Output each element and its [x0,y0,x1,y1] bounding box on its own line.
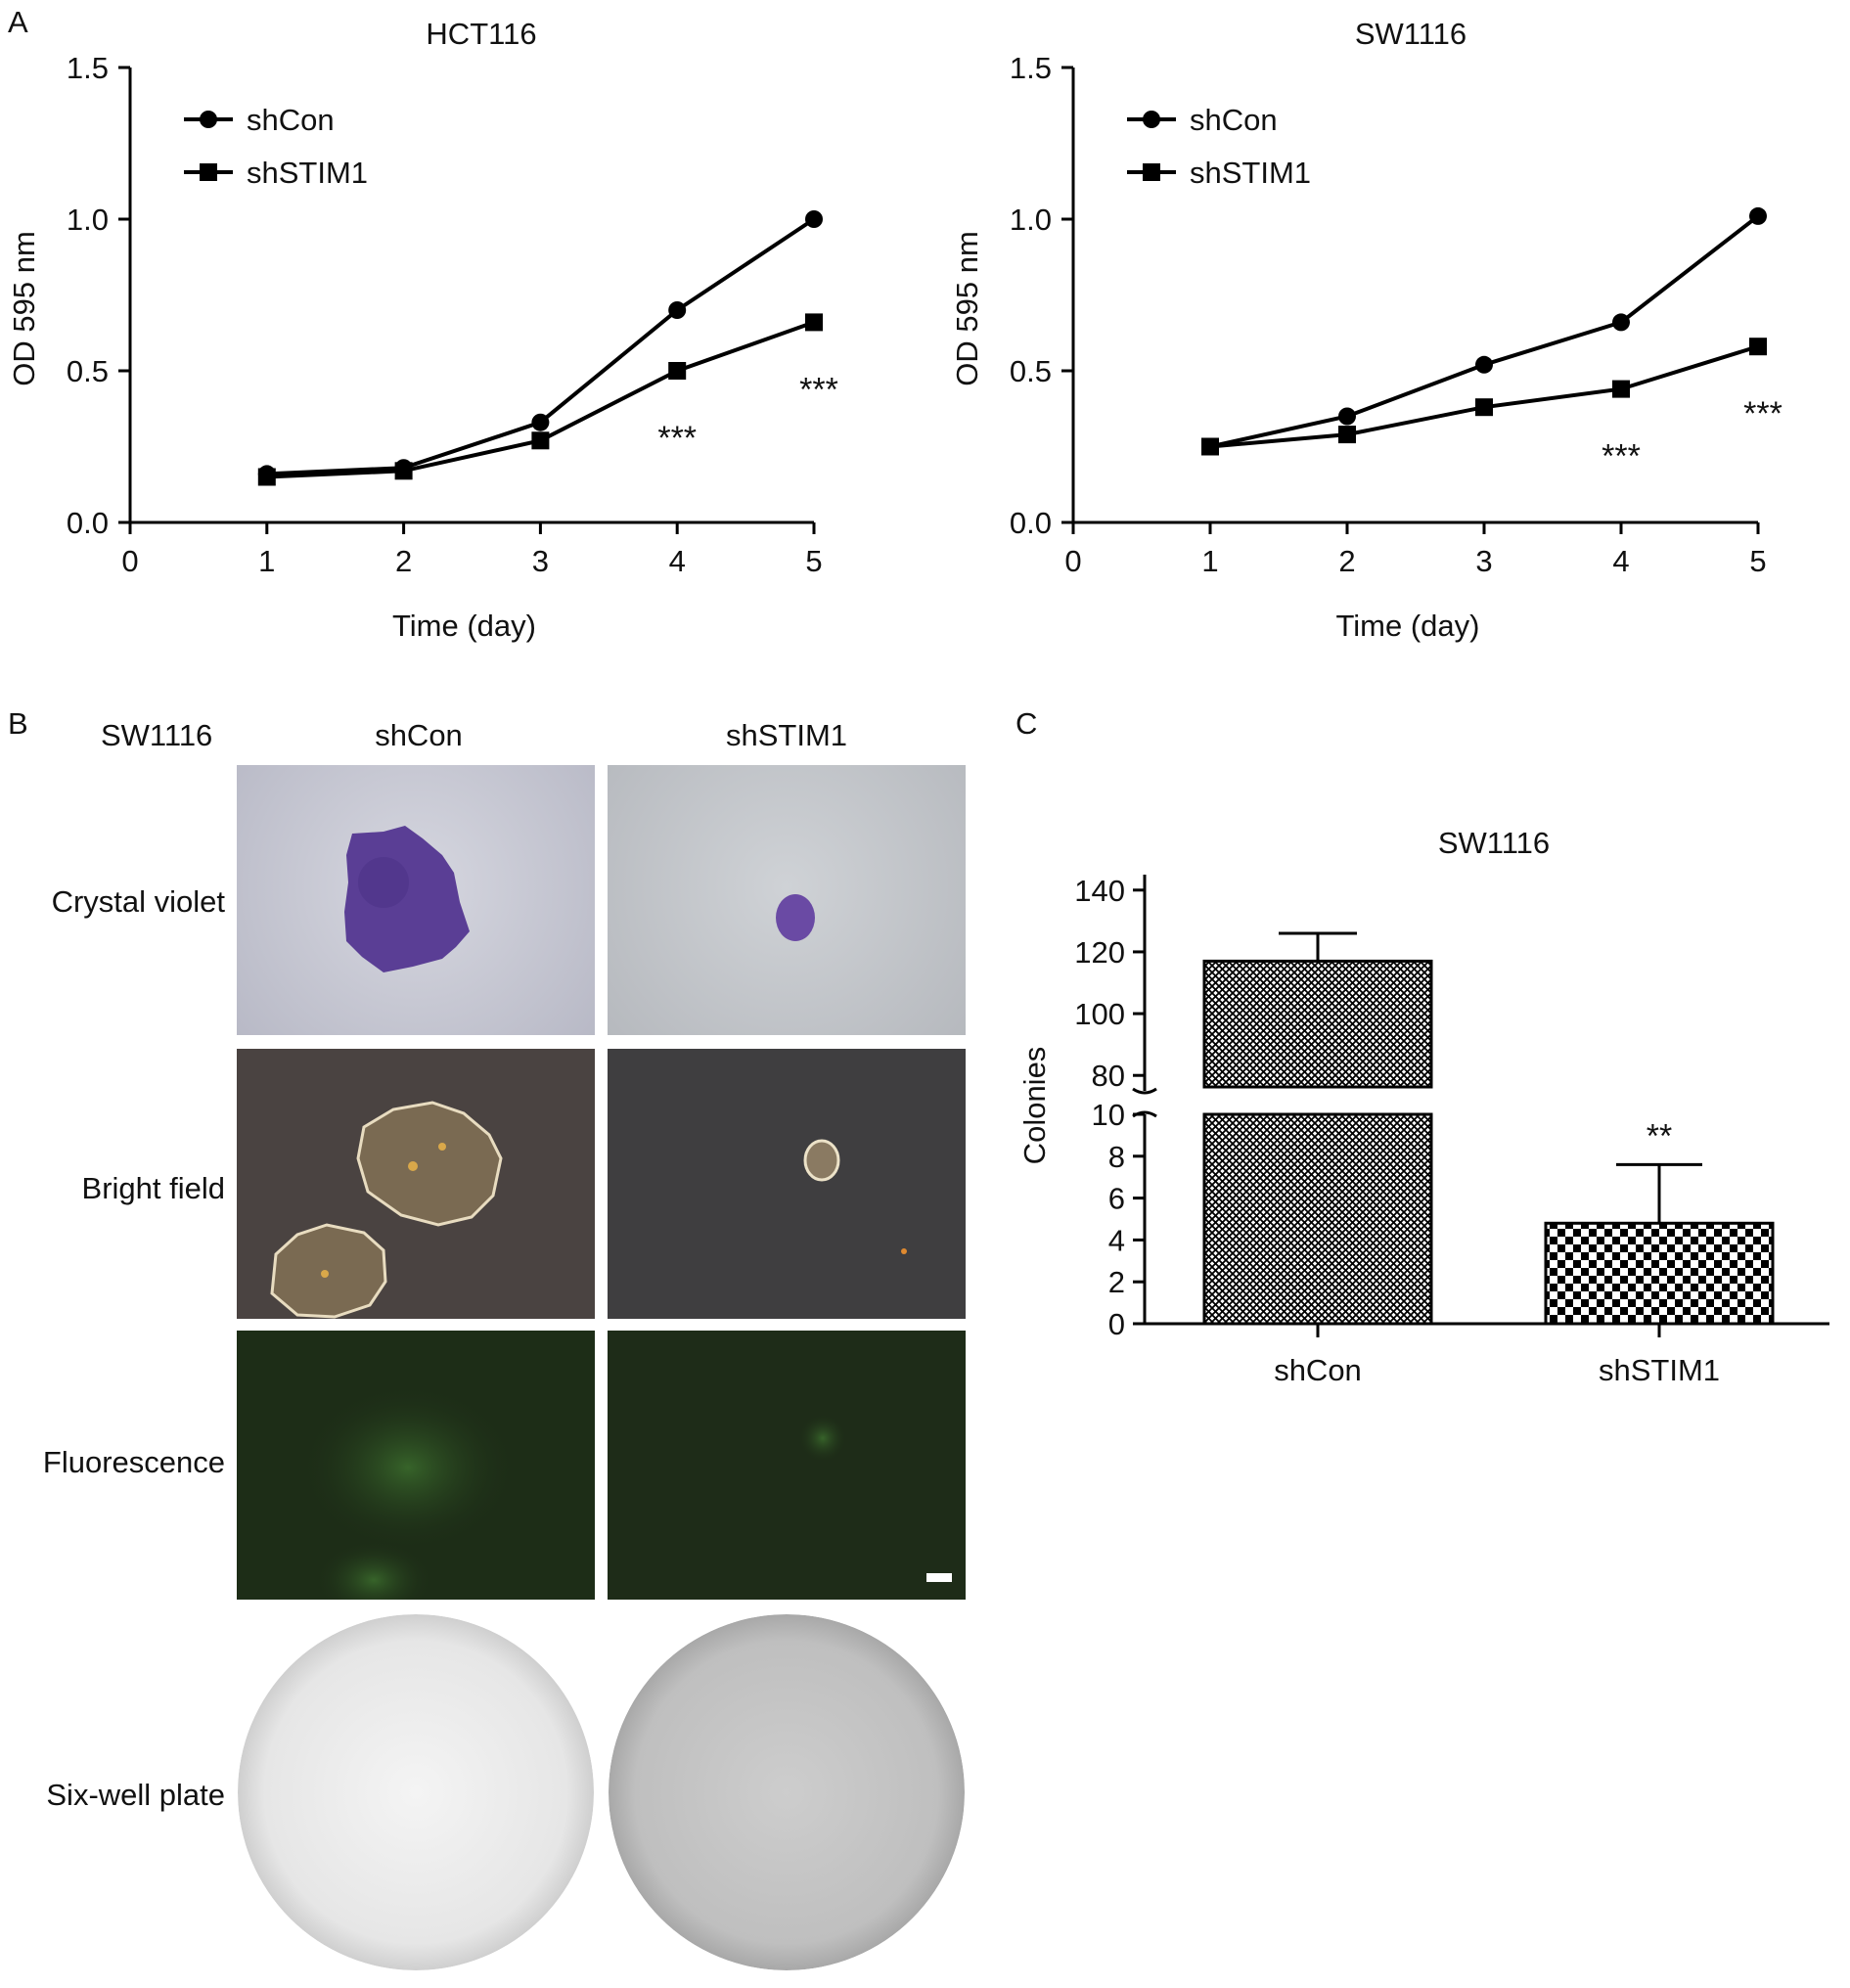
scale-bar [926,1573,952,1582]
row-label-crystal-violet: Crystal violet [51,884,225,919]
chart1-series-shSTIM1-point [257,468,276,486]
chart3-x-tick-label: shSTIM1 [1599,1353,1720,1387]
chart2-y-tick-label: 1.0 [1010,203,1052,237]
chart2-series-shCon-point [1475,355,1493,374]
chart3-y-tick-label: 4 [1108,1223,1125,1257]
chart3-bar-shCon-upper [1202,959,1433,1089]
chart3-bar-shSTIM1 [1544,1221,1775,1326]
chart1-y-tick-label: 0.0 [67,506,109,540]
chart2-series-shSTIM1-point [1612,380,1630,398]
chart3-y-tick-label: 100 [1074,997,1125,1031]
chart1-series-shSTIM1-point [394,462,413,480]
chart2-legend-label: shCon [1190,103,1278,137]
chart2-significance: *** [1743,395,1782,432]
row-label-fluorescence: Fluorescence [42,1445,225,1479]
chart2-series-shSTIM1-point [1475,398,1493,417]
chart2-y-tick-label: 0.5 [1010,354,1052,388]
chart3-y-tick-label: 10 [1092,1098,1125,1132]
panel-letter-b: B [8,706,28,741]
crystal-violet-image-shcon [237,765,595,1035]
chart1-title: HCT116 [426,17,536,51]
chart3-y-tick-label: 6 [1108,1182,1125,1216]
chart3-axis-break-mark [1132,1087,1157,1095]
chart2-series-shCon-point [1749,206,1767,225]
chart3-title: SW1116 [1438,826,1550,860]
chart2-significance: *** [1602,438,1641,475]
chart1-significance: *** [799,371,838,408]
chart2-series-shCon-point [1612,313,1630,332]
chart1-series-shCon-point [668,301,687,319]
bright-field-image-shstim1 [608,1049,966,1319]
chart3-y-tick-label: 2 [1108,1265,1125,1299]
fluorescence-image-shcon [237,1331,595,1600]
panel-letter-c: C [1015,706,1038,741]
chart2-series-shCon-point [1338,407,1356,426]
chart1-x-tick-label: 2 [395,544,412,578]
chart2-x-tick-label: 5 [1749,544,1766,578]
six-well-plate-shstim1 [609,1614,965,1970]
chart1-y-tick-label: 0.5 [67,354,109,388]
chart1-x-tick-label: 4 [669,544,686,578]
chart2-series-shSTIM1-point [1201,437,1219,456]
chart1-y-tick-label: 1.0 [67,203,109,237]
chart2-legend-marker [1143,111,1160,128]
chart1-x-label: Time (day) [392,609,536,643]
chart1-legend-label: shSTIM1 [247,156,368,190]
chart1-series-shSTIM1-point [531,431,550,450]
row-label-six-well-plate: Six-well plate [46,1778,225,1812]
panel-letter-a: A [8,5,28,39]
chart1-x-tick-label: 5 [805,544,822,578]
chart1-y-tick-label: 1.5 [67,51,109,85]
panel-b-cell-line: SW1116 [101,718,213,752]
chart3-y-tick-label: 8 [1108,1140,1125,1174]
chart3-y-tick-label: 0 [1108,1307,1125,1341]
chart1-y-label: OD 595 nm [7,231,41,386]
chart1-significance: *** [657,420,697,457]
chart1-series-shSTIM1-point [805,313,823,332]
chart3-significance: ** [1647,1117,1672,1154]
chart2-title: SW1116 [1355,17,1466,51]
chart1-series-shCon-point [805,210,823,228]
fluorescence-image-shstim1 [608,1331,966,1600]
chart2-x-tick-label: 2 [1338,544,1355,578]
chart2-series-shSTIM1-point [1338,426,1356,444]
chart2-legend-label: shSTIM1 [1190,156,1311,190]
column-label-shcon: shCon [375,718,463,752]
chart3-x-tick-label: shCon [1274,1353,1362,1387]
chart2-legend-marker [1143,163,1160,181]
chart2-series-shSTIM1-point [1749,338,1767,356]
chart1-x-tick-label: 3 [532,544,549,578]
crystal-violet-image-shstim1 [608,765,966,1035]
chart1-legend-marker [200,163,217,181]
chart3-y-tick-label: 140 [1074,874,1125,908]
chart2-x-tick-label: 4 [1612,544,1629,578]
chart2-y-label: OD 595 nm [950,231,984,386]
chart2-x-label: Time (day) [1336,609,1480,643]
column-label-shstim1: shSTIM1 [725,718,848,752]
chart2-y-tick-label: 0.0 [1010,506,1052,540]
chart2-x-tick-label: 0 [1064,544,1081,578]
chart1-legend-marker [200,111,217,128]
chart1-x-tick-label: 1 [258,544,275,578]
chart2-y-tick-label: 1.5 [1010,51,1052,85]
chart2-x-tick-label: 3 [1475,544,1492,578]
chart1-legend-label: shCon [247,103,335,137]
chart3-y-label: Colonies [1017,1047,1052,1165]
six-well-plate-shcon [238,1614,594,1970]
bright-field-image-shcon [237,1049,595,1319]
chart3-bar-shCon-lower [1202,1112,1433,1326]
chart1-x-tick-label: 0 [121,544,138,578]
chart3-y-tick-label: 120 [1074,935,1125,970]
chart1-series-shSTIM1-line [266,320,815,479]
chart1-series-shSTIM1-point [668,362,687,380]
chart3-y-tick-label: 80 [1092,1059,1125,1093]
chart1-series-shCon-point [531,413,550,431]
row-label-bright-field: Bright field [81,1171,225,1205]
chart2-x-tick-label: 1 [1201,544,1218,578]
